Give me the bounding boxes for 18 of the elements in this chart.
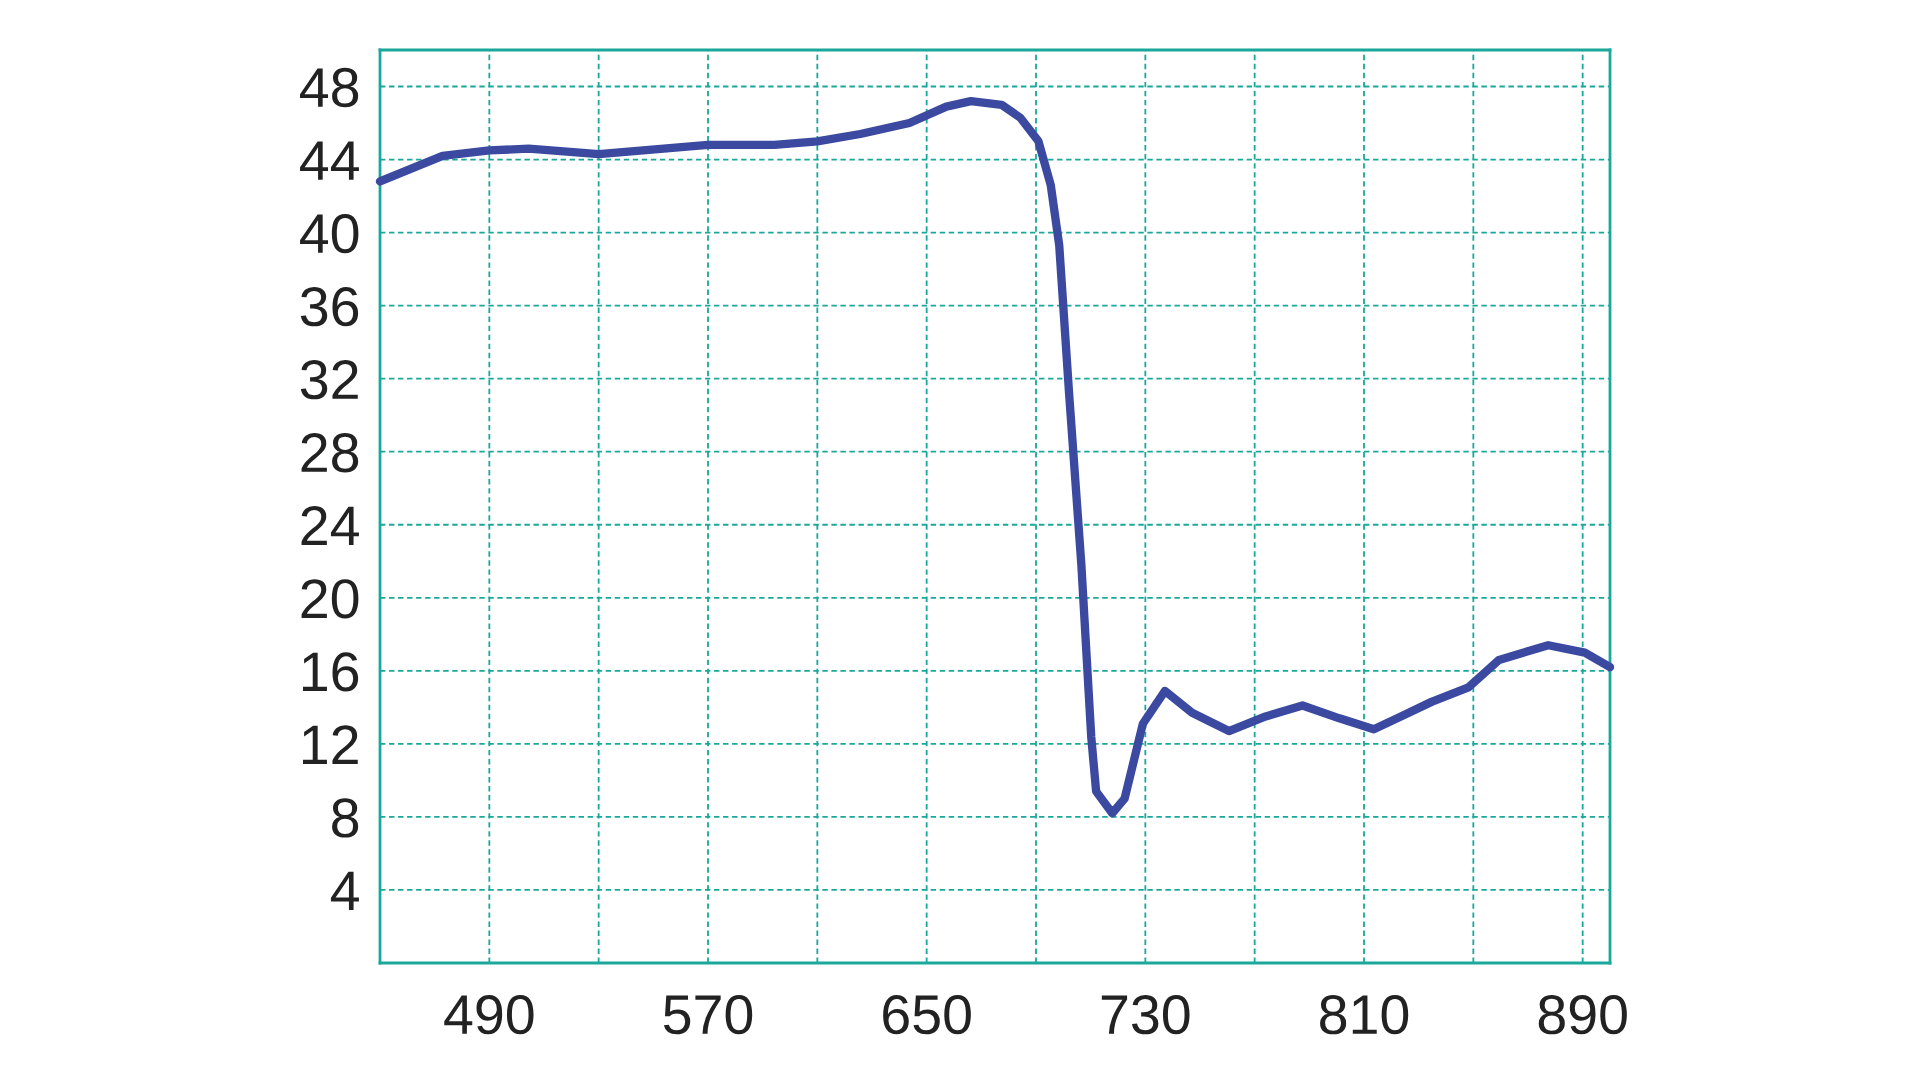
y-tick-label: 16 (303, 652, 359, 692)
x-tick-label: 890 (1538, 995, 1627, 1035)
y-tick-label: 40 (300, 213, 359, 254)
y-tick-label: 28 (301, 433, 359, 473)
y-tick-label: 48 (300, 67, 359, 108)
y-tick-label: 4 (330, 871, 359, 911)
y-tick-label: 12 (303, 725, 358, 765)
x-tick-label: 650 (883, 995, 971, 1035)
x-tick-label: 570 (663, 995, 753, 1035)
y-tick-label: 20 (301, 579, 359, 619)
y-tick-label: 24 (301, 506, 359, 545)
y-tick-label: 32 (300, 360, 358, 400)
y-tick-label: 8 (332, 798, 359, 838)
x-tick-label: 730 (1101, 995, 1190, 1035)
y-tick-label: 44 (300, 141, 359, 180)
x-tick-label: 810 (1320, 995, 1409, 1035)
y-tick-label: 36 (300, 286, 359, 327)
x-tick-label: 490 (444, 995, 534, 1035)
